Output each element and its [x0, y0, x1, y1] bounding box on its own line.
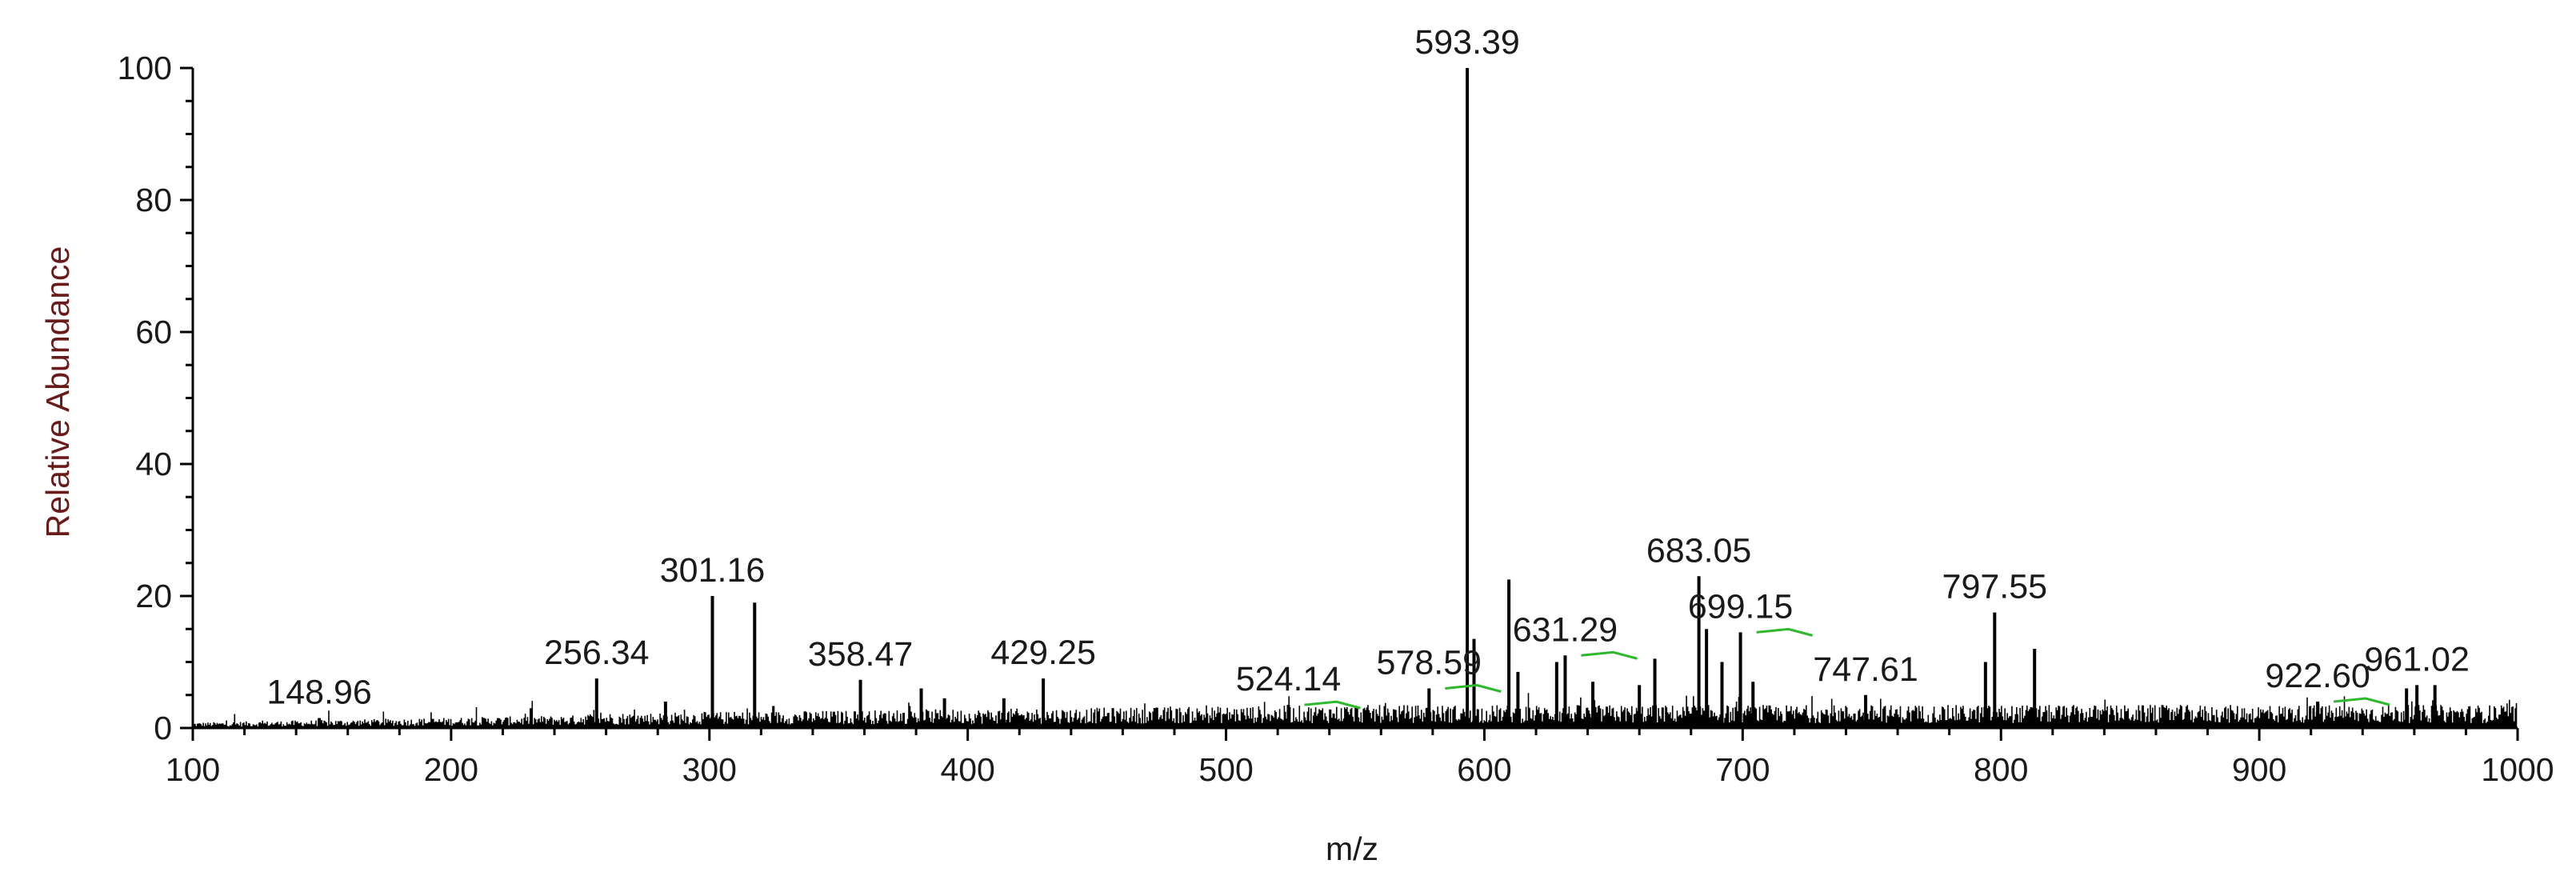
x-tick-label: 900 [2232, 751, 2286, 788]
peak-label: 747.61 [1813, 650, 1918, 689]
x-tick-label: 600 [1457, 751, 1511, 788]
y-axis-title: Relative Abundance [39, 246, 76, 538]
x-axis-title: m/z [1326, 830, 1378, 867]
annotation-line [2333, 697, 2390, 706]
peak-label: 797.55 [1942, 568, 2048, 606]
baseline-noise-path [192, 693, 2518, 728]
x-tick-label: 500 [1198, 751, 1253, 788]
peak-label: 631.29 [1513, 610, 1618, 649]
peak-label: 922.60 [2265, 657, 2370, 695]
x-tick-label: 400 [940, 751, 994, 788]
y-tick-label: 80 [135, 182, 172, 218]
y-tick-label: 100 [118, 50, 172, 86]
peak-label: 524.14 [1236, 660, 1342, 698]
peak-label: 358.47 [808, 635, 914, 674]
peak-labels: 148.96 256.34 301.16 358.47 429.25 524.14 578.… [266, 23, 2470, 712]
x-tick-label: 800 [1974, 751, 2028, 788]
x-tick-label: 1000 [2481, 751, 2554, 788]
peaks-group [318, 68, 2437, 728]
x-tick-label: 200 [424, 751, 478, 788]
peak-label: 683.05 [1646, 531, 1752, 570]
peak-label: 593.39 [1414, 23, 1520, 62]
y-tick-label: 60 [135, 314, 172, 350]
x-tick-label: 700 [1715, 751, 1770, 788]
y-tick-label: 40 [135, 446, 172, 482]
peak-label: 148.96 [266, 674, 372, 712]
annotation-line [1756, 627, 1813, 637]
axes: 0 20 40 60 80 100 100 200 300 400 500 600 700 800 900 1… [118, 50, 2554, 788]
baseline-noise [192, 693, 2518, 728]
peak-label: 256.34 [544, 634, 650, 672]
annotation-line [1304, 700, 1361, 710]
peak-label: 578.59 [1377, 644, 1482, 682]
peak-label: 429.25 [990, 634, 1096, 672]
annotation-line [1445, 683, 1502, 693]
peak-label: 699.15 [1688, 587, 1794, 626]
x-tick-label: 300 [682, 751, 737, 788]
peak-label: 961.02 [2364, 640, 2470, 678]
y-tick-label: 0 [154, 710, 172, 746]
peak-label: 301.16 [660, 551, 766, 590]
annotation-line [1581, 650, 1638, 660]
y-tick-label: 20 [135, 578, 172, 614]
annotation-lines [1304, 627, 2390, 710]
x-tick-label: 100 [166, 751, 220, 788]
